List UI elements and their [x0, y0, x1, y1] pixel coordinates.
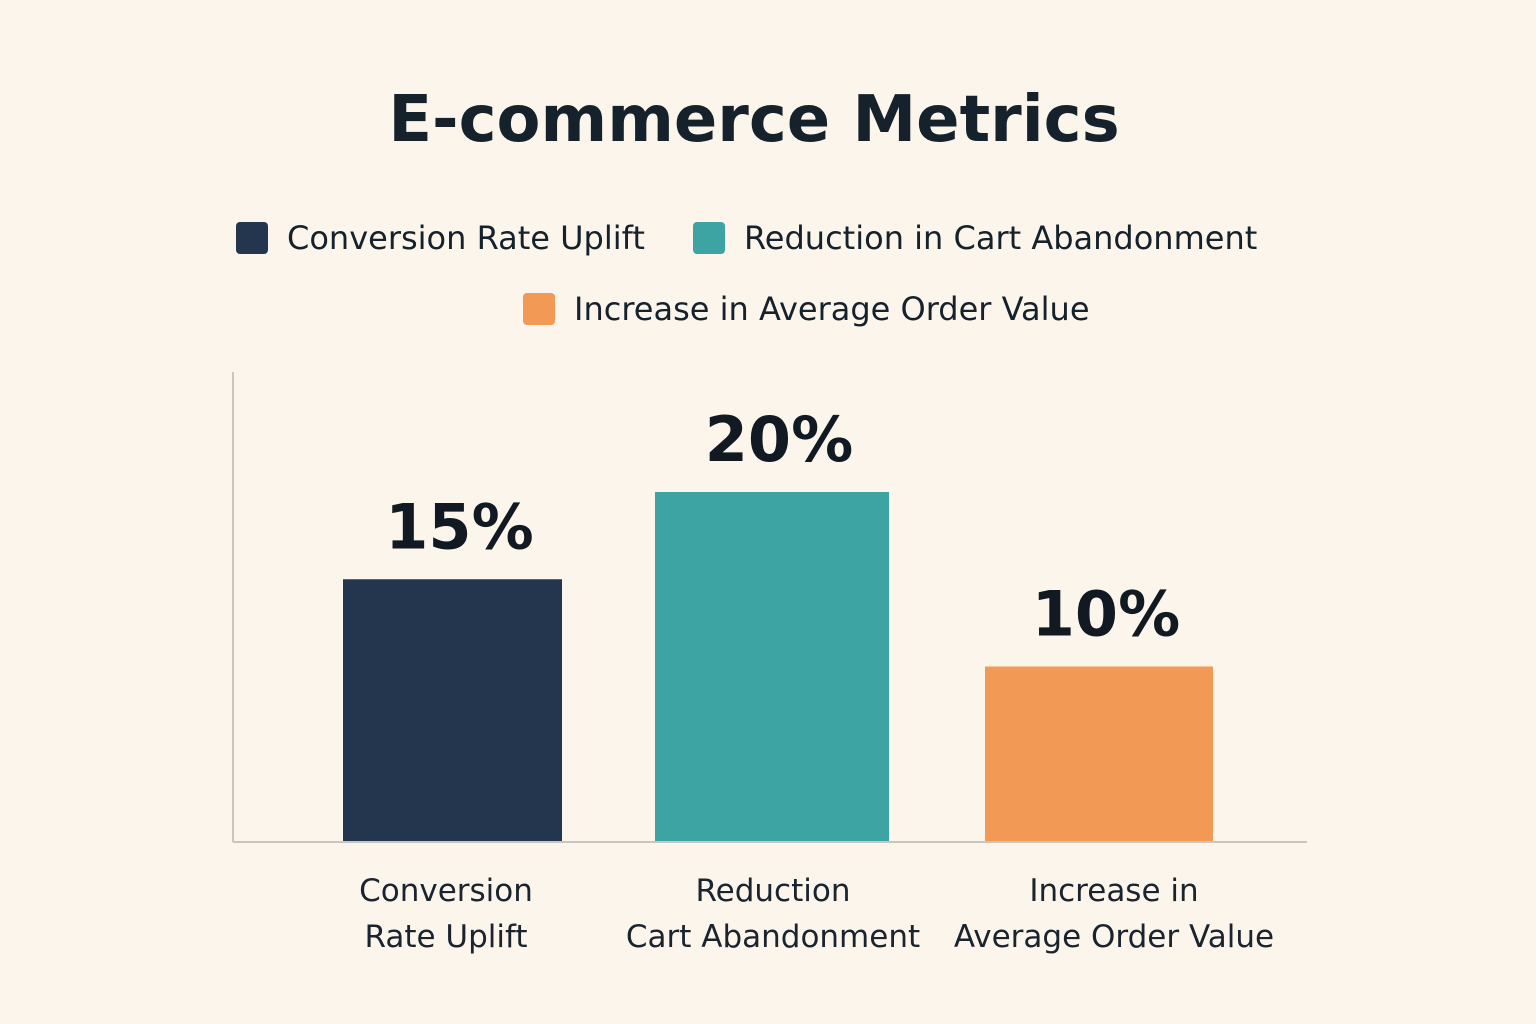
bar-increase-average-order-value: [985, 666, 1213, 841]
legend-swatch-conversion-rate-uplift: [236, 222, 268, 254]
bar-value-label-reduction-cart-abandonment: 20%: [705, 403, 853, 476]
bar-conversion-rate-uplift: [343, 579, 562, 841]
category-label-reduction-cart-abandonment: Cart Abandonment: [626, 919, 920, 955]
legend-item-conversion-rate-uplift: Conversion Rate Uplift: [236, 218, 645, 258]
category-label-increase-average-order-value: Average Order Value: [954, 919, 1274, 955]
legend-label: Conversion Rate Uplift: [287, 219, 645, 257]
legend-swatch-increase-average-order-value: [523, 293, 555, 325]
bar-value-label-conversion-rate-uplift: 15%: [385, 490, 533, 563]
category-label-reduction-cart-abandonment: Reduction: [696, 873, 851, 909]
legend-label: Increase in Average Order Value: [574, 290, 1090, 328]
category-label-conversion-rate-uplift: Rate Uplift: [364, 919, 527, 955]
bar-reduction-cart-abandonment: [655, 492, 889, 841]
legend-swatch-reduction-cart-abandonment: [693, 222, 725, 254]
category-label-increase-average-order-value: Increase in: [1029, 873, 1198, 909]
legend-item-increase-average-order-value: Increase in Average Order Value: [523, 289, 1090, 329]
bar-value-label-increase-average-order-value: 10%: [1032, 578, 1180, 651]
legend-item-reduction-cart-abandonment: Reduction in Cart Abandonment: [693, 218, 1257, 258]
category-label-conversion-rate-uplift: Conversion: [359, 873, 533, 909]
chart-title: E-commerce Metrics: [388, 83, 1120, 157]
legend-label: Reduction in Cart Abandonment: [744, 219, 1258, 257]
